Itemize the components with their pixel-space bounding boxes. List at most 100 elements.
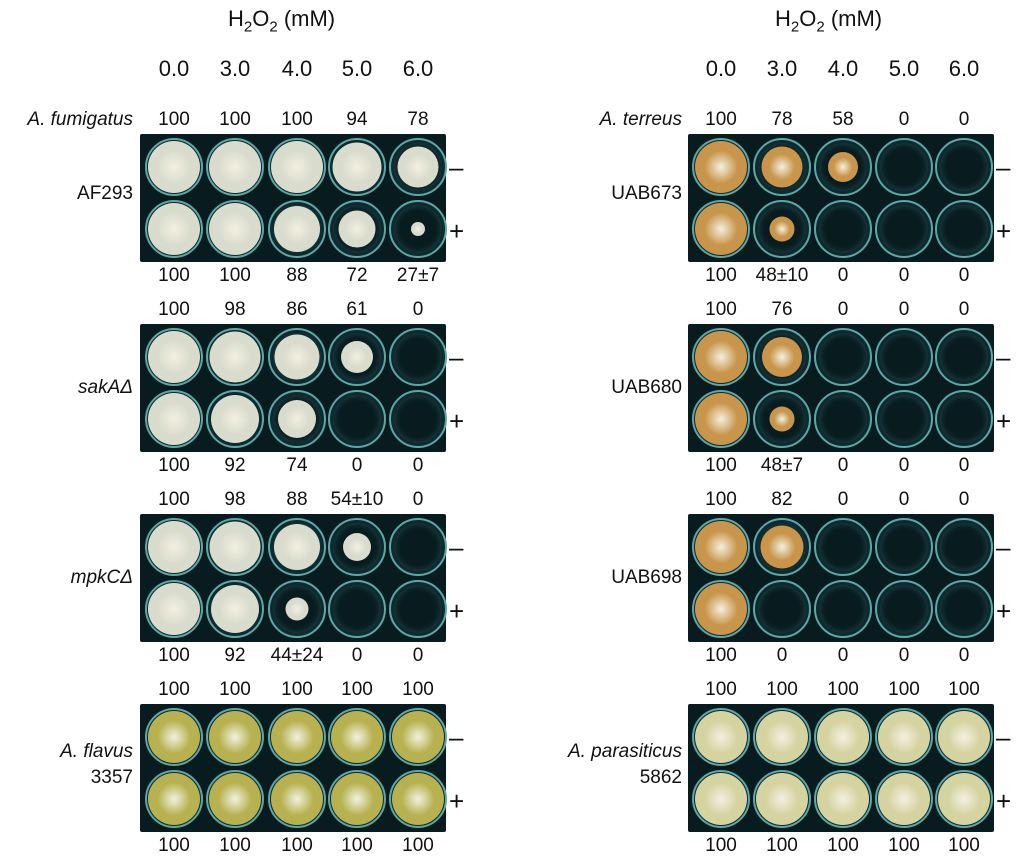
af293-dish-plus-3 — [328, 200, 386, 258]
saka-dish-plus-0 — [145, 390, 203, 448]
flavus-bottom-value-1: 100 — [219, 835, 251, 856]
af293-bottom-value-4: 27±7 — [396, 265, 440, 286]
uab673-top-value-1: 78 — [771, 109, 793, 130]
af293-dish-minus-1 — [206, 138, 264, 196]
flavus-colony-plus-3 — [331, 773, 383, 825]
saka-dish-plus-3 — [328, 390, 386, 448]
mpkc-dish-plus-1 — [206, 580, 264, 638]
uab680-dish-minus-1 — [753, 328, 811, 386]
mpkc-top-value-0: 100 — [158, 489, 190, 510]
uab673-dish-plus-3 — [875, 200, 933, 258]
af293-colony-plus-3 — [338, 210, 376, 248]
parasiticus-dish-plus-2 — [814, 770, 872, 828]
uab698-top-value-1: 82 — [771, 489, 793, 510]
flavus-colony-plus-0 — [148, 773, 200, 825]
right-conc-2: 4.0 — [827, 56, 859, 81]
uab698-colony-plus-0 — [695, 583, 747, 635]
af293-dish-minus-0 — [145, 138, 203, 196]
flavus-dish-plus-2 — [268, 770, 326, 828]
mpkc-bottom-value-0: 100 — [158, 645, 190, 666]
parasiticus-dish-minus-3 — [875, 708, 933, 766]
uab698-dish-plus-4 — [935, 580, 993, 638]
uab680-bottom-value-4: 0 — [958, 455, 970, 476]
parasiticus-bottom-value-2: 100 — [827, 835, 859, 856]
parasiticus-bottom-value-1: 100 — [766, 835, 798, 856]
flavus-bottom-value-4: 100 — [402, 835, 434, 856]
uab698-colony-minus-1 — [760, 525, 804, 569]
left-conc-0: 0.0 — [158, 56, 190, 81]
mpkc-dish-minus-3 — [328, 518, 386, 576]
uab680-dish-plus-0 — [692, 390, 750, 448]
saka-colony-minus-2 — [274, 334, 320, 380]
mpkc-bottom-value-2: 44±24 — [270, 645, 324, 666]
parasiticus-colony-plus-0 — [695, 773, 747, 825]
uab698-bottom-value-1: 0 — [776, 645, 788, 666]
uab673-top-value-0: 100 — [705, 109, 737, 130]
af293-colony-plus-4 — [411, 222, 425, 236]
flavus-bottom-value-3: 100 — [341, 835, 373, 856]
saka-top-value-1: 98 — [224, 299, 246, 320]
parasiticus-plus-sign: + — [996, 786, 1012, 816]
mpkc-bottom-value-4: 0 — [412, 645, 424, 666]
parasiticus-dish-plus-0 — [692, 770, 750, 828]
af293-top-value-4: 78 — [407, 109, 429, 130]
uab698-dish-minus-4 — [935, 518, 993, 576]
uab673-dish-plus-1 — [753, 200, 811, 258]
uab698-top-value-0: 100 — [705, 489, 737, 510]
uab673-colony-minus-1 — [761, 146, 803, 188]
saka-colony-plus-0 — [148, 393, 200, 445]
saka-top-value-3: 61 — [346, 299, 368, 320]
uab673-dish-minus-1 — [753, 138, 811, 196]
af293-plus-sign: + — [449, 216, 465, 246]
parasiticus-top-value-1: 100 — [766, 679, 798, 700]
flavus-dish-minus-1 — [206, 708, 264, 766]
af293-bottom-value-1: 100 — [219, 265, 251, 286]
uab698-strain-label: UAB698 — [611, 567, 682, 588]
mpkc-dish-plus-4 — [389, 580, 447, 638]
right-conc-4: 6.0 — [948, 56, 980, 81]
saka-dish-plus-1 — [206, 390, 264, 448]
parasiticus-dish-minus-1 — [753, 708, 811, 766]
flavus-top-value-0: 100 — [158, 679, 190, 700]
uab680-bottom-value-0: 100 — [705, 455, 737, 476]
af293-dish-minus-2 — [268, 138, 326, 196]
uab680-top-value-2: 0 — [837, 299, 849, 320]
saka-colony-plus-2 — [278, 400, 316, 438]
parasiticus-dish-plus-1 — [753, 770, 811, 828]
parasiticus-colony-plus-4 — [938, 773, 990, 825]
flavus-colony-minus-1 — [209, 711, 261, 763]
af293-dish-plus-4 — [389, 200, 447, 258]
uab673-dish-minus-3 — [875, 138, 933, 196]
uab698-top-value-3: 0 — [898, 489, 910, 510]
flavus-dish-plus-4 — [389, 770, 447, 828]
parasiticus-strain-label: 5862 — [639, 767, 682, 788]
uab680-top-value-0: 100 — [705, 299, 737, 320]
uab698-top-value-2: 0 — [837, 489, 849, 510]
uab680-dish-plus-2 — [814, 390, 872, 448]
af293-top-value-3: 94 — [346, 109, 368, 130]
flavus-bottom-value-0: 100 — [158, 835, 190, 856]
flavus-colony-minus-0 — [148, 711, 200, 763]
flavus-plus-sign: + — [449, 786, 465, 816]
flavus-dish-plus-1 — [206, 770, 264, 828]
flavus-dish-plus-3 — [328, 770, 386, 828]
right-conc-3: 5.0 — [888, 56, 920, 81]
uab680-colony-minus-1 — [762, 337, 802, 377]
mpkc-dish-plus-3 — [328, 580, 386, 638]
uab680-top-value-4: 0 — [958, 299, 970, 320]
parasiticus-top-value-3: 100 — [888, 679, 920, 700]
af293-top-value-1: 100 — [219, 109, 251, 130]
mpkc-bottom-value-3: 0 — [351, 645, 363, 666]
flavus-dish-plus-0 — [145, 770, 203, 828]
flavus-strain-label: 3357 — [90, 767, 133, 788]
mpkc-top-value-1: 98 — [224, 489, 246, 510]
mpkc-colony-plus-0 — [148, 583, 200, 635]
af293-colony-minus-2 — [271, 141, 323, 193]
parasiticus-colony-minus-3 — [878, 711, 930, 763]
parasiticus-bottom-value-3: 100 — [888, 835, 920, 856]
uab680-strain-label: UAB680 — [611, 377, 682, 398]
saka-top-value-2: 86 — [286, 299, 308, 320]
flavus-colony-plus-1 — [209, 773, 261, 825]
af293-colony-plus-2 — [274, 206, 320, 252]
flavus-colony-minus-2 — [271, 711, 323, 763]
